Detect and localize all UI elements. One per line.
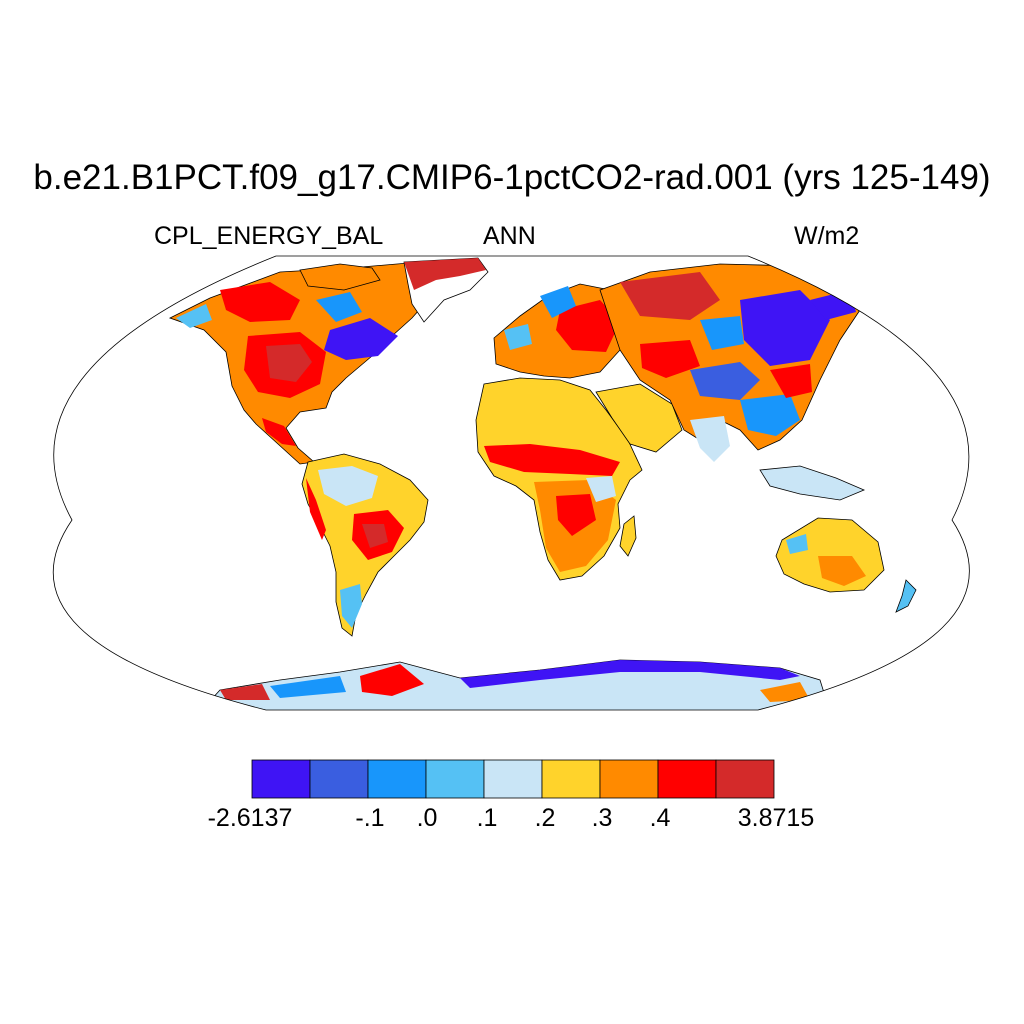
east-antarctica-warm (760, 682, 810, 702)
new-zealand-land (895, 579, 917, 613)
siberia-cool (700, 316, 744, 350)
colorbar-tick-label: -2.6137 (207, 804, 293, 832)
mexico-warm (262, 418, 296, 446)
eastern-europe-hot (556, 300, 620, 352)
alaska-patch (176, 304, 212, 328)
sahel-hot (484, 444, 620, 476)
colorbar-tick-label: .4 (649, 804, 671, 832)
arabia-land (595, 383, 683, 453)
central-africa-hot (556, 494, 596, 536)
colorbar-tick-label: .0 (416, 804, 438, 832)
arctic-islands (299, 263, 381, 291)
western-canada-warm (220, 282, 300, 322)
india-field (690, 416, 730, 462)
colorbar-swatch (715, 759, 775, 799)
colorbar-swatch (599, 759, 659, 799)
colorbar-swatch (367, 759, 427, 799)
colorbar-tick-label: .3 (591, 804, 613, 832)
colorbar-tick-label: -.1 (355, 804, 385, 832)
units-label: W/m2 (794, 222, 860, 250)
colorbar (251, 759, 775, 799)
globe-outline (52, 255, 970, 711)
antarctic-peninsula-hot (220, 684, 270, 700)
weddell-warm (360, 664, 424, 696)
colorbar-swatch (541, 759, 601, 799)
scandinavia-cool (540, 286, 576, 318)
west-antarctica-cool (270, 676, 346, 698)
greenland-coast (404, 258, 486, 290)
colorbar-tick-label: .1 (476, 804, 498, 832)
australia-warm (818, 556, 866, 586)
eastern-siberia-cold (740, 290, 830, 366)
east-asia-warm (770, 364, 812, 398)
australia-cool (786, 534, 808, 554)
western-siberia-hot (620, 272, 720, 320)
indonesia-land (759, 465, 866, 501)
colorbar-swatch (251, 759, 311, 799)
patagonia-cool (340, 584, 362, 628)
colorbar-tick-label: 3.8715 (737, 804, 815, 832)
east-africa-cool (586, 476, 616, 502)
variable-label: CPL_ENERGY_BAL (154, 222, 384, 250)
brazil-core (362, 524, 388, 548)
madagascar-land (619, 515, 637, 557)
plot-title: b.e21.B1PCT.f09_g17.CMIP6-1pctCO2-rad.00… (33, 158, 991, 197)
eastern-canada-cold (324, 318, 398, 360)
season-label: ANN (483, 222, 536, 250)
europe-cool-patch (504, 324, 532, 350)
us-core-hotspot (266, 344, 312, 382)
amazon-field (318, 466, 378, 506)
china-cool (740, 394, 800, 436)
colorbar-tick-label: .2 (534, 804, 556, 832)
colorbar-swatch (483, 759, 543, 799)
colorbar-swatch (309, 759, 369, 799)
antarctic-coast-cold (460, 660, 800, 688)
colorbar-swatch (657, 759, 717, 799)
tibet-cold (690, 362, 760, 400)
canada-cool-patch (316, 292, 362, 322)
land-field (168, 257, 917, 710)
central-asia-warm (640, 340, 700, 378)
colorbar-swatch (425, 759, 485, 799)
andes-warm (306, 478, 326, 540)
